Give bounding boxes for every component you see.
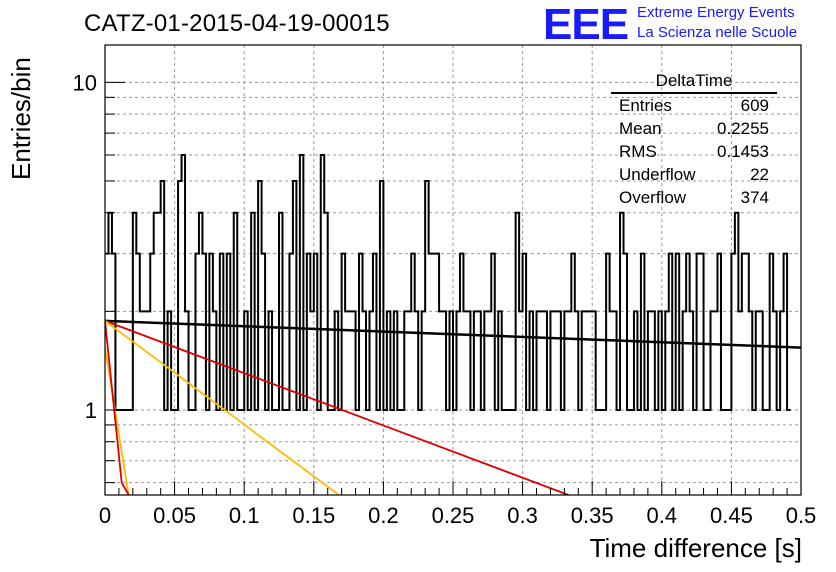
x-tick-label: 0.3 xyxy=(507,503,538,528)
stats-row-underflow: Underflow 22 xyxy=(611,163,777,186)
stats-label: Mean xyxy=(619,119,662,138)
stats-label: Entries xyxy=(619,96,672,115)
stats-label: Underflow xyxy=(619,165,696,184)
fit-line xyxy=(105,320,569,495)
stats-box: DeltaTime Entries 609 Mean 0.2255 RMS 0.… xyxy=(611,70,777,209)
chart-title: CATZ-01-2015-04-19-00015 xyxy=(84,10,390,37)
x-tick-label: 0.5 xyxy=(786,503,817,528)
stats-value: 0.2255 xyxy=(717,119,769,138)
stats-value: 0.1453 xyxy=(717,142,769,161)
x-tick-label: 0.45 xyxy=(710,503,753,528)
x-tick-label: 0.1 xyxy=(229,503,260,528)
stats-row-overflow: Overflow 374 xyxy=(611,186,777,209)
stats-value: 609 xyxy=(740,96,769,115)
stats-row-mean: Mean 0.2255 xyxy=(611,117,777,140)
x-tick-label: 0.05 xyxy=(153,503,196,528)
stats-row-rms: RMS 0.1453 xyxy=(611,140,777,163)
x-tick-label: 0.35 xyxy=(571,503,614,528)
stats-label: Overflow xyxy=(619,188,687,207)
x-tick-label: 0 xyxy=(99,503,111,528)
x-axis-label: Time difference [s] xyxy=(589,533,802,563)
y-tick-label: 10 xyxy=(73,70,97,95)
stats-row-entries: Entries 609 xyxy=(611,94,777,117)
logo-line-2: La Scienza nelle Scuole xyxy=(637,24,798,41)
fit-line xyxy=(105,320,340,495)
logo-line-1: Extreme Energy Events xyxy=(637,4,795,21)
y-tick-label: 1 xyxy=(85,398,97,423)
x-tick-label: 0.2 xyxy=(368,503,399,528)
stats-value: 374 xyxy=(740,188,769,207)
stats-value: 22 xyxy=(750,165,769,184)
histogram-series xyxy=(105,154,791,411)
x-tick-label: 0.15 xyxy=(292,503,335,528)
x-tick-label: 0.4 xyxy=(647,503,678,528)
fit-line xyxy=(105,320,130,495)
stats-title: DeltaTime xyxy=(611,70,777,94)
fit-line xyxy=(105,347,130,495)
eee-logo: EEE xyxy=(543,0,629,49)
stats-label: RMS xyxy=(619,142,657,161)
fit-line xyxy=(105,319,801,349)
eee-logo-text: Extreme Energy Events La Scienza nelle S… xyxy=(637,3,797,43)
x-tick-label: 0.25 xyxy=(432,503,475,528)
y-axis-label: Entries/bin xyxy=(6,57,36,180)
